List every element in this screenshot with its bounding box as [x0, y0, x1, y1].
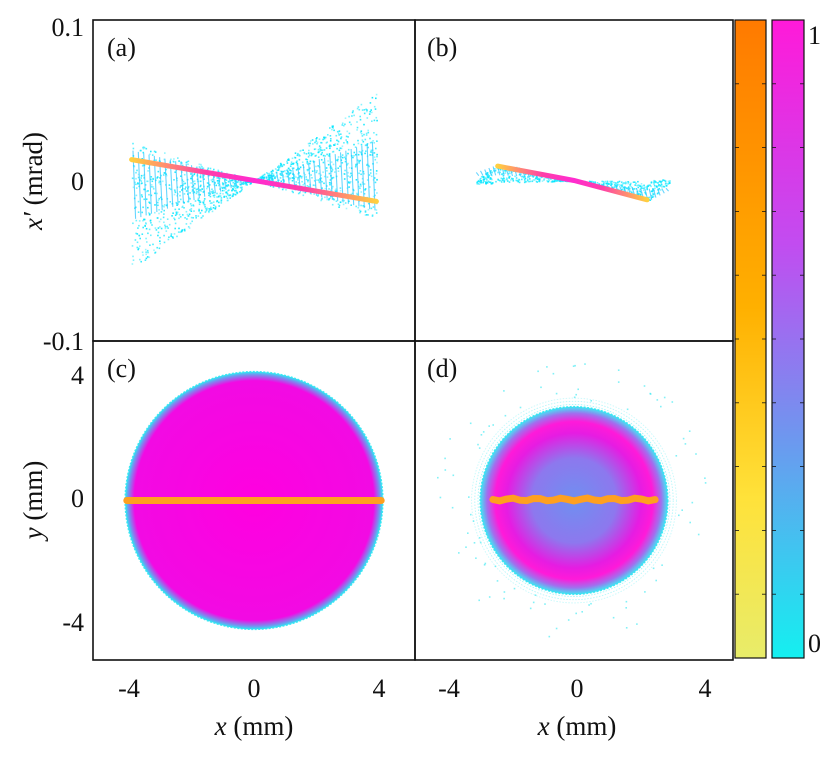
beam-slice — [489, 494, 659, 505]
colorbar-orange-fill — [734, 19, 767, 659]
panel-d-label: (d) — [427, 354, 457, 383]
phase-core-slice — [129, 157, 379, 204]
phase-core-slice — [495, 163, 650, 203]
colorbar-min-label: 0 — [808, 629, 821, 658]
panel-a-label: (a) — [107, 33, 136, 62]
y-tick-label-a-mid: 0 — [71, 167, 84, 196]
x-tick-label-c-right: 4 — [373, 674, 386, 703]
colorbar-max-label: 1 — [808, 21, 821, 50]
panel-a: (a) — [92, 19, 416, 342]
colorbar-orange — [734, 19, 767, 659]
y-tick-label-c-mid: 0 — [71, 484, 84, 513]
colorbar-magenta-ticks — [772, 83, 804, 595]
y-tick-label-a-top: 0.1 — [52, 13, 85, 42]
x-tick-label-c-left: -4 — [118, 674, 140, 703]
y-tick-label-a-bottom: -0.1 — [43, 327, 84, 356]
panel-c-label: (c) — [107, 354, 136, 383]
panel-b-plot-area — [475, 163, 671, 203]
colorbar-magenta-fill — [771, 19, 805, 659]
x-axis-title-d: x (mm) — [537, 711, 617, 741]
colorbar-magenta — [771, 19, 805, 659]
x-axis-title-c: x (mm) — [214, 711, 294, 741]
panel-c-plot-area — [123, 370, 385, 631]
panel-b-label: (b) — [427, 33, 457, 62]
phase-cloud — [476, 165, 671, 201]
panel-a-plot-area — [129, 93, 379, 265]
x-tick-label-d-left: -4 — [438, 674, 460, 703]
colorbar-orange-ticks — [735, 83, 766, 595]
panel-b: (b) — [414, 19, 734, 342]
panel-d-plot-area — [437, 363, 707, 638]
x-tick-label-d-mid: 0 — [571, 674, 584, 703]
panel-d-frame — [414, 340, 734, 661]
panel-d: (d) — [414, 340, 734, 661]
y-tick-label-c-top: 4 — [71, 361, 84, 390]
beam-edge — [479, 405, 669, 596]
y-axis-title-bottom: y (mm) — [18, 461, 48, 543]
y-axis-title-top: x′ (mrad) — [18, 132, 48, 231]
x-tick-label-c-mid: 0 — [248, 674, 261, 703]
y-tick-label-c-bottom: -4 — [62, 608, 84, 637]
x-tick-label-d-right: 4 — [699, 674, 712, 703]
panel-c: (c) — [92, 340, 416, 661]
